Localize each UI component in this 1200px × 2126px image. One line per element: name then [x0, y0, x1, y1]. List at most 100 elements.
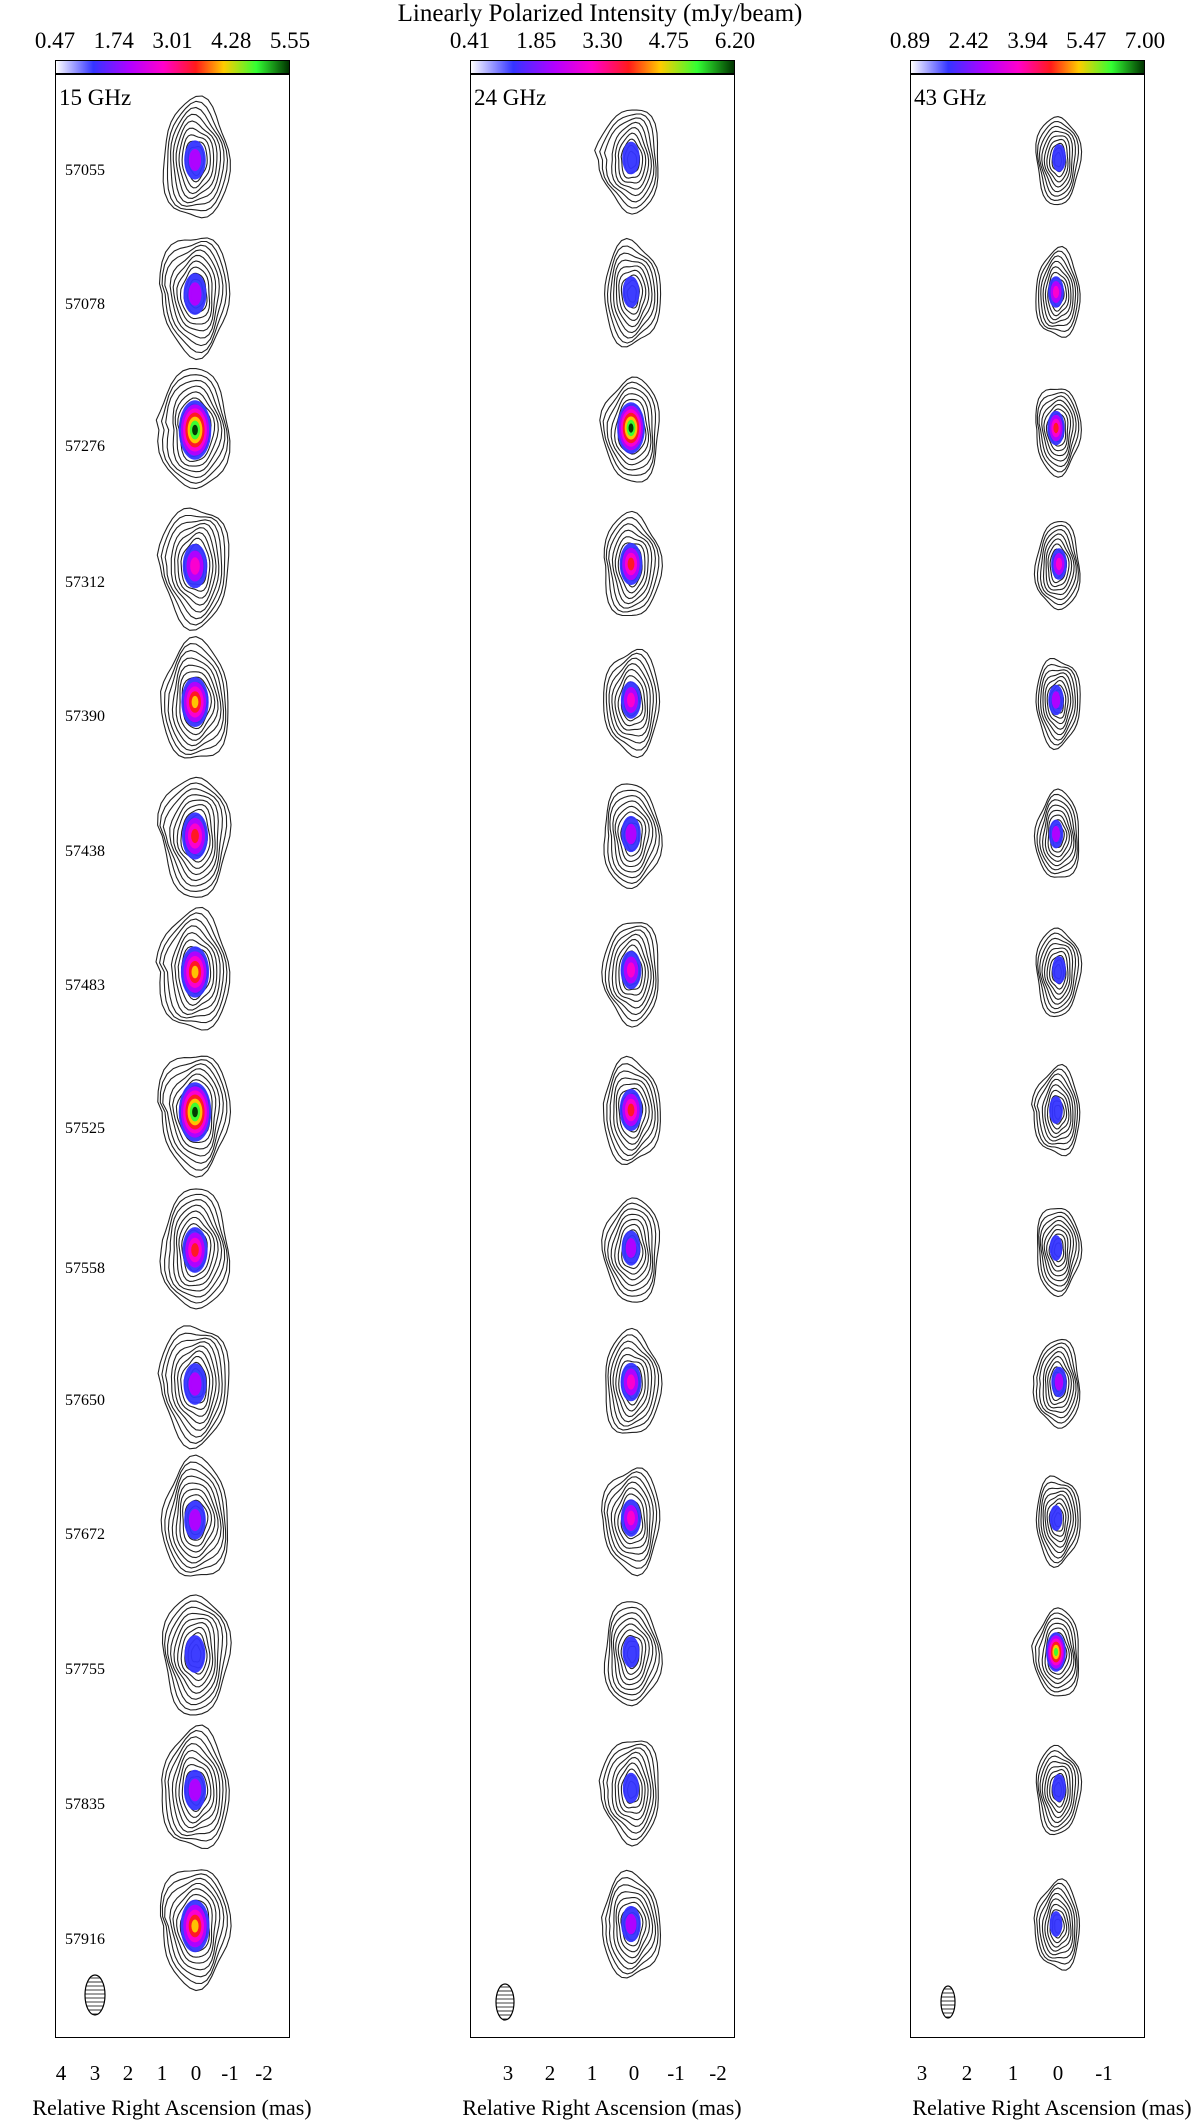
contour-line	[180, 808, 211, 863]
x-tick: 3	[89, 2061, 101, 2085]
contour-line	[1041, 1219, 1075, 1282]
contour-line	[601, 922, 659, 1028]
contour-line	[1041, 1761, 1074, 1824]
contour-line	[1039, 799, 1077, 871]
contour-line	[170, 1612, 219, 1700]
polarization-blob	[191, 1243, 199, 1257]
contour-line	[161, 1332, 226, 1444]
contour-line	[612, 1617, 654, 1690]
polarization-blob	[1049, 1911, 1063, 1937]
contour-line	[617, 1762, 646, 1814]
contour-line	[1038, 1481, 1079, 1564]
contour-line	[159, 1188, 231, 1310]
contour-line	[160, 514, 226, 626]
contour-line	[1035, 1744, 1083, 1836]
contour-line	[1049, 954, 1067, 990]
epoch-label: 57650	[65, 1392, 105, 1409]
contour-line	[1047, 1361, 1070, 1406]
contour-line	[165, 379, 226, 479]
contour-line	[175, 1210, 219, 1287]
polarization-blob	[1055, 557, 1063, 571]
x-tick: 2	[122, 2061, 134, 2085]
contour-line	[605, 652, 658, 751]
contour-line	[158, 237, 231, 361]
contour-line	[611, 933, 652, 1009]
contour-line	[602, 1743, 657, 1840]
contour-line	[1043, 947, 1071, 1000]
contour-line	[1047, 543, 1070, 588]
contour-line	[606, 1063, 659, 1162]
contour-line	[1044, 1765, 1071, 1819]
epoch-label: 57835	[65, 1796, 105, 1813]
contour-line	[1044, 1898, 1072, 1952]
contour-line	[601, 1869, 662, 1979]
polarization-blob	[1052, 1774, 1066, 1802]
contour-line	[608, 1884, 657, 1970]
polarization-blob	[188, 1778, 202, 1802]
contour-line	[1036, 391, 1080, 473]
x-axis-label-43ghz: Relative Right Ascension (mas)	[912, 2095, 1192, 2120]
contour-line	[611, 529, 653, 605]
contour-line	[1039, 529, 1077, 601]
x-tick: 1	[1007, 2061, 1019, 2085]
x-tick: 1	[586, 2061, 598, 2085]
polarization-blob	[1049, 1096, 1063, 1124]
contour-line	[1046, 138, 1069, 183]
colorbar-ticks-43ghz: 0.89 2.42 3.94 5.47 7.00	[890, 28, 1165, 54]
polarization-blob	[1051, 691, 1061, 709]
colorbar-tick: 0.41	[449, 28, 491, 53]
contour-line	[175, 1079, 213, 1144]
colorbar-tick: 7.00	[1124, 28, 1166, 53]
contour-line	[172, 799, 216, 876]
contour-line	[1033, 520, 1081, 611]
contour-line	[173, 1345, 217, 1425]
x-tick: 3	[502, 2061, 514, 2085]
contour-line	[603, 510, 663, 617]
contour-line	[617, 675, 646, 727]
contour-line	[176, 1893, 213, 1958]
contour-line	[615, 1353, 649, 1418]
contour-line	[613, 259, 653, 334]
frequency-label-43ghz: 43 GHz	[914, 85, 987, 110]
contour-line	[173, 1617, 216, 1694]
contour-line	[164, 1461, 227, 1573]
contour-line	[606, 387, 654, 471]
contour-line	[1043, 403, 1072, 457]
epoch-label: 57558	[65, 1260, 105, 1277]
epoch-label: 57483	[65, 977, 105, 994]
contour-line	[164, 1600, 228, 1711]
contour-line	[180, 1356, 211, 1410]
x-tick: 2	[961, 2061, 973, 2085]
contour-line	[180, 1626, 211, 1682]
panel-15ghz	[55, 74, 290, 2038]
contour-line	[177, 531, 214, 599]
epoch-label: 57525	[65, 1120, 105, 1137]
contour-line	[170, 1341, 220, 1431]
contour-line	[167, 1736, 224, 1837]
contour-line	[602, 1055, 661, 1165]
contour-line	[180, 537, 211, 592]
epoch-label: 57055	[65, 162, 105, 179]
contour-line	[1031, 1063, 1081, 1157]
colorbar-tick: 1.74	[93, 28, 134, 53]
epoch-label: 57390	[65, 708, 105, 725]
polarization-blob	[626, 1374, 636, 1390]
contour-line	[608, 657, 654, 744]
contour-line	[612, 1347, 653, 1423]
polarization-blob	[1054, 1373, 1064, 1391]
contour-line	[1047, 271, 1070, 317]
contour-line	[1041, 399, 1074, 462]
contour-line	[611, 121, 652, 197]
x-tick: -1	[1095, 2061, 1113, 2085]
x-tick: 0	[190, 2061, 202, 2085]
contour-line	[610, 1612, 657, 1696]
contour-line	[182, 1494, 213, 1547]
contour-line	[1035, 388, 1082, 478]
contour-line	[160, 1454, 229, 1577]
contour-line	[606, 1476, 654, 1562]
contour-line	[604, 925, 657, 1022]
contour-line	[614, 1218, 649, 1281]
contour-line	[602, 381, 657, 476]
contour-line	[615, 265, 650, 328]
contour-line	[617, 1901, 647, 1953]
